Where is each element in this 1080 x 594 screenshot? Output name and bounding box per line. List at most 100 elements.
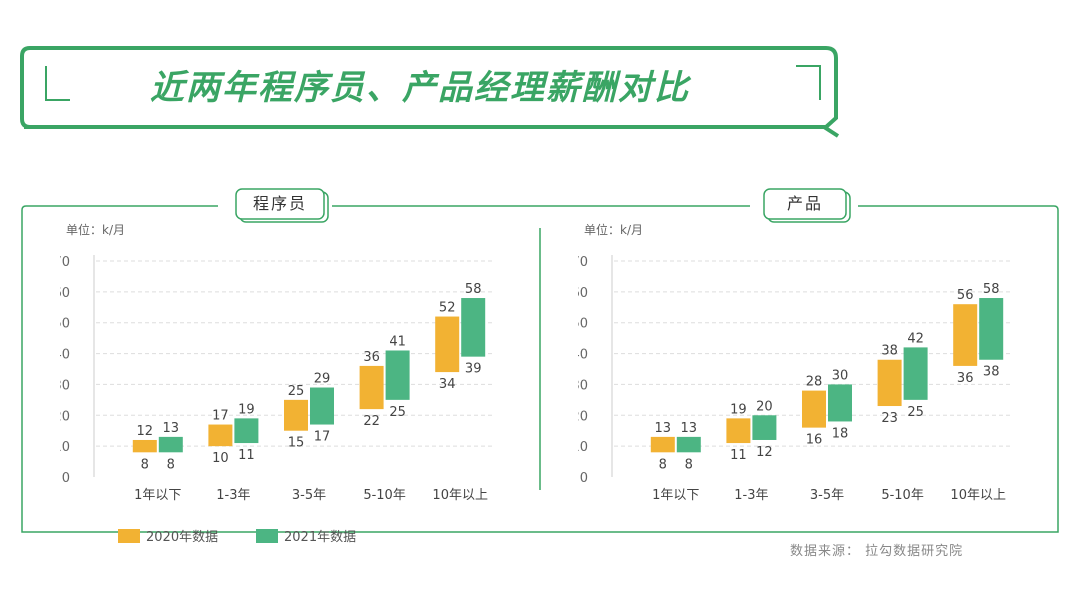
legend-2020-label: 2020年数据	[146, 530, 219, 545]
x-tick-label: 5-10年	[881, 488, 924, 503]
page-title: 近两年程序员、产品经理薪酬对比	[150, 68, 690, 108]
data-label-low: 39	[465, 362, 482, 377]
y-tick-label: 60	[578, 286, 588, 301]
data-label-high: 28	[806, 375, 823, 390]
x-tick-label: 3-5年	[810, 488, 844, 503]
data-source: 数据来源： 拉勾数据研究院	[790, 544, 964, 559]
y-tick-label: 70	[60, 255, 70, 270]
y-tick-label: 60	[60, 286, 70, 301]
bar	[752, 415, 777, 440]
chart-title-programmer: 程序员	[252, 194, 307, 213]
legend-2020-swatch	[118, 529, 140, 543]
data-label-low: 12	[756, 445, 773, 460]
bar	[385, 350, 410, 400]
bar	[461, 298, 486, 357]
x-tick-label: 1年以下	[134, 488, 181, 503]
bar	[979, 298, 1004, 360]
data-label-low: 8	[167, 457, 175, 472]
data-label-high: 42	[907, 331, 924, 346]
y-tick-label: 20	[578, 409, 588, 424]
data-label-low: 18	[832, 426, 849, 441]
chart-frame	[21, 188, 1059, 533]
data-label-low: 17	[314, 430, 331, 445]
x-tick-label: 10年以上	[432, 488, 488, 503]
data-label-low: 25	[389, 405, 406, 420]
y-tick-label: 40	[578, 348, 588, 363]
bar	[158, 436, 183, 453]
data-label-low: 22	[363, 414, 380, 429]
bar	[903, 347, 928, 400]
x-tick-label: 3-5年	[292, 488, 326, 503]
bar	[828, 384, 852, 422]
y-tick-label: 0	[62, 471, 70, 486]
x-tick-label: 5-10年	[363, 488, 406, 503]
y-tick-label: 50	[60, 317, 70, 332]
y-tick-label: 0	[580, 471, 588, 486]
data-label-high: 56	[957, 288, 974, 303]
bar	[953, 304, 978, 366]
x-tick-label: 1年以下	[652, 488, 699, 503]
data-label-low: 8	[141, 457, 149, 472]
data-label-low: 34	[439, 377, 456, 392]
legend-2021-swatch	[256, 529, 278, 543]
data-label-low: 38	[983, 365, 1000, 380]
y-tick-label: 10	[60, 440, 70, 455]
data-label-high: 41	[389, 334, 406, 349]
data-label-high: 38	[881, 344, 898, 359]
legend-2021-label: 2021年数据	[284, 530, 357, 545]
y-tick-label: 40	[60, 348, 70, 363]
data-label-high: 52	[439, 301, 456, 316]
y-tick-label: 30	[60, 378, 70, 393]
unit-label-left: 单位：k/月	[66, 223, 125, 237]
bar	[132, 439, 157, 453]
data-label-high: 13	[163, 421, 180, 436]
bar	[435, 316, 460, 373]
data-label-high: 19	[238, 402, 255, 417]
data-label-high: 19	[730, 402, 747, 417]
data-label-low: 8	[659, 457, 667, 472]
data-label-low: 16	[806, 433, 823, 448]
bar	[208, 424, 233, 447]
data-label-low: 10	[212, 451, 229, 466]
data-label-low: 25	[907, 405, 924, 420]
data-label-high: 13	[681, 421, 698, 436]
data-label-high: 20	[756, 399, 773, 414]
data-label-low: 36	[957, 371, 974, 386]
data-label-high: 25	[288, 384, 305, 399]
bar	[310, 387, 334, 425]
title-banner	[20, 46, 840, 138]
bar	[877, 359, 902, 407]
bar	[802, 390, 826, 428]
chart-title-product: 产品	[786, 194, 823, 213]
bar	[726, 418, 751, 444]
legend-2020: 2020年数据	[118, 526, 218, 545]
bar	[234, 418, 259, 444]
chart-programmer: 0 10 20 30 40 50 60 70 1年以下 12 8 13 8 1-3年 17 10 19 11 3-5…	[60, 255, 492, 503]
data-label-low: 23	[881, 411, 898, 426]
data-label-high: 12	[137, 424, 154, 439]
chart-product: 0 10 20 30 40 50 60 70 1年以下 13 8 13 8 1-3年 19 11 20 12 3-5…	[578, 255, 1010, 503]
data-label-high: 17	[212, 409, 229, 424]
data-label-low: 11	[730, 448, 747, 463]
x-tick-label: 1-3年	[734, 488, 768, 503]
y-tick-label: 50	[578, 317, 588, 332]
y-tick-label: 70	[578, 255, 588, 270]
x-tick-label: 10年以上	[950, 488, 1006, 503]
y-tick-label: 10	[578, 440, 588, 455]
data-label-low: 11	[238, 448, 255, 463]
y-tick-label: 30	[578, 378, 588, 393]
data-label-high: 36	[363, 350, 380, 365]
data-label-high: 58	[465, 282, 482, 297]
x-tick-label: 1-3年	[216, 488, 250, 503]
bar	[284, 399, 308, 431]
legend-2021: 2021年数据	[256, 526, 356, 545]
y-tick-label: 20	[60, 409, 70, 424]
bar	[650, 436, 675, 453]
unit-label-right: 单位：k/月	[584, 223, 643, 237]
data-label-high: 29	[314, 372, 331, 387]
data-label-high: 30	[832, 368, 849, 383]
data-label-low: 8	[685, 457, 693, 472]
bar	[676, 436, 701, 453]
data-label-low: 15	[288, 436, 305, 451]
bar	[359, 365, 384, 410]
